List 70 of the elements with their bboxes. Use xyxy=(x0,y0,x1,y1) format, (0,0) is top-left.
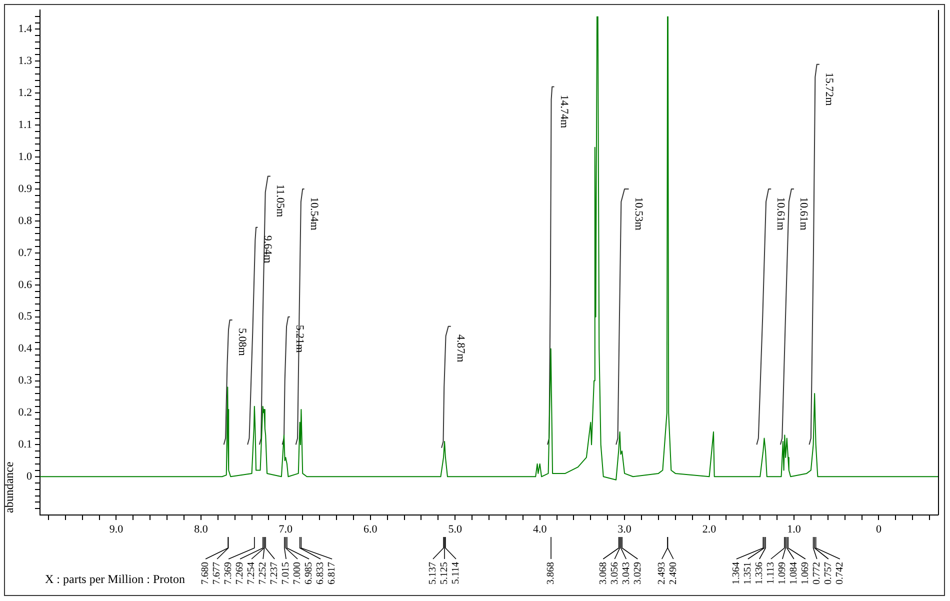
y-tick-label: 1.1 xyxy=(18,118,32,131)
annotation: 10.53m xyxy=(632,196,644,231)
y-tick-label: 0.8 xyxy=(18,214,32,227)
x-tick-label: 7.0 xyxy=(278,523,294,536)
annotation: 1.084 xyxy=(788,562,800,584)
x-tick-label: 1.0 xyxy=(787,523,802,536)
annotation: 5.21m xyxy=(294,324,306,354)
x-tick-label: 9.0 xyxy=(109,523,124,536)
x-tick-label: 8.0 xyxy=(194,523,208,536)
y-axis-title: abundance xyxy=(2,462,16,513)
annotation: 6.985 xyxy=(304,562,315,584)
annotation: 11.05m xyxy=(274,184,286,218)
annotation: 0.742 xyxy=(834,562,846,584)
y-tick-label: 0.9 xyxy=(18,182,32,195)
annotation: 6.833 xyxy=(315,562,326,584)
annotation: 7.369 xyxy=(223,562,234,584)
x-tick-label: 3.0 xyxy=(618,523,632,536)
y-tick-label: 0 xyxy=(26,470,32,483)
x-tick-label: 2.0 xyxy=(702,523,717,536)
x-axis-title: X : parts per Million : Proton xyxy=(45,572,185,586)
annotation: 3.868 xyxy=(546,562,557,584)
y-tick-label: 0.4 xyxy=(18,342,32,355)
annotation: 0.757 xyxy=(823,562,834,584)
x-tick-label: 6.0 xyxy=(364,523,378,536)
y-tick-label: 1.4 xyxy=(18,23,32,36)
annotation: 3.056 xyxy=(609,562,620,584)
annotation: 15.72m xyxy=(823,72,836,106)
annotation: 5.114 xyxy=(450,562,462,584)
annotation: 10.54m xyxy=(308,196,320,231)
annotation: 5.125 xyxy=(439,562,450,584)
annotation: 5.137 xyxy=(428,562,439,584)
annotation: 7.015 xyxy=(280,562,292,584)
y-tick-label: 0.2 xyxy=(18,406,32,419)
x-tick-label: 5.0 xyxy=(448,523,462,536)
annotation: 10.61m xyxy=(774,196,787,231)
annotation: 3.068 xyxy=(598,562,609,584)
annotation: 14.74m xyxy=(558,94,570,128)
annotation: 1.113 xyxy=(766,562,777,584)
annotation: 1.351 xyxy=(742,562,754,584)
annotation: 7.680 xyxy=(200,562,212,584)
annotation: 7.269 xyxy=(234,562,246,584)
y-tick-label: 0.5 xyxy=(18,310,32,323)
annotation: 1.069 xyxy=(800,562,812,584)
y-tick-label: 0.7 xyxy=(18,246,32,259)
y-tick-label: 0.3 xyxy=(18,374,32,387)
annotation: 1.099 xyxy=(777,562,788,584)
y-tick-label: 1.2 xyxy=(18,86,32,99)
annotation: 7.237 xyxy=(269,562,280,584)
annotation: 2.493 xyxy=(656,562,668,584)
annotation: 0.772 xyxy=(812,562,823,584)
annotation: 7.000 xyxy=(292,562,304,584)
annotation: 9.64m xyxy=(261,235,274,264)
annotation: 3.043 xyxy=(620,562,632,584)
annotation: 7.677 xyxy=(212,562,223,584)
x-tick-label: 0 xyxy=(876,523,882,536)
y-tick-label: 0.6 xyxy=(18,278,32,291)
annotation: 7.252 xyxy=(258,562,269,584)
annotation: 1.364 xyxy=(731,562,742,584)
y-tick-label: 1.3 xyxy=(18,55,32,68)
annotation: 4.87m xyxy=(454,334,466,363)
y-tick-label: 0.1 xyxy=(18,438,32,451)
x-tick-label: 4.0 xyxy=(532,523,548,536)
annotation: 10.61m xyxy=(798,196,810,231)
y-tick-label: 1.0 xyxy=(18,150,32,163)
annotation: 5.08m xyxy=(236,328,248,356)
annotation: 3.029 xyxy=(632,562,644,584)
annotation: 1.336 xyxy=(754,562,766,584)
annotation: 2.490 xyxy=(668,562,679,584)
annotation: 7.254 xyxy=(246,562,258,584)
annotation: 6.817 xyxy=(326,562,338,584)
